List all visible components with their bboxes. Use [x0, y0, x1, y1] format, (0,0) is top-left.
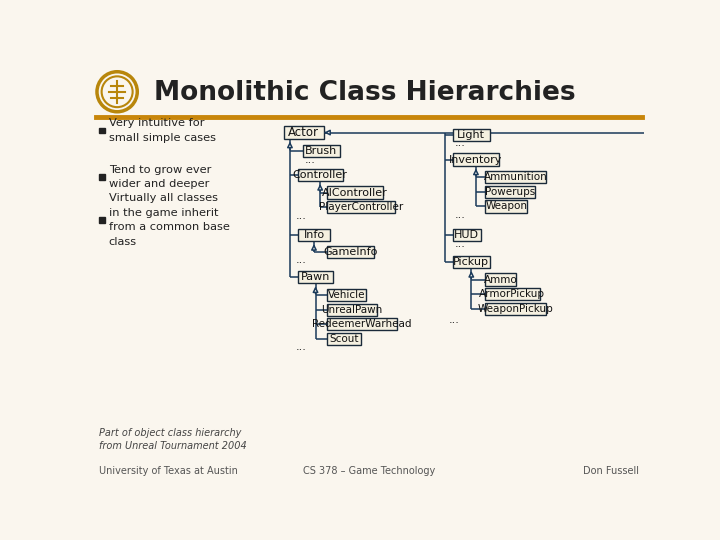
Text: Info: Info [303, 230, 325, 240]
Text: AIController: AIController [322, 187, 388, 198]
FancyBboxPatch shape [99, 174, 104, 179]
Text: Don Fussell: Don Fussell [582, 467, 639, 476]
Text: University of Texas at Austin: University of Texas at Austin [99, 467, 238, 476]
FancyBboxPatch shape [485, 171, 546, 184]
Text: Powerups: Powerups [485, 187, 535, 197]
Text: Ammunition: Ammunition [484, 172, 547, 182]
FancyBboxPatch shape [453, 256, 490, 268]
Text: ...: ... [305, 154, 315, 165]
Text: RedeemerWarhead: RedeemerWarhead [312, 319, 412, 329]
Text: Ammo: Ammo [484, 275, 518, 285]
FancyBboxPatch shape [453, 129, 490, 141]
Text: Part of object class hierarchy
from Unreal Tournament 2004: Part of object class hierarchy from Unre… [99, 428, 247, 451]
Text: Very intuitive for
small simple cases: Very intuitive for small simple cases [109, 118, 215, 143]
FancyBboxPatch shape [327, 201, 395, 213]
FancyBboxPatch shape [485, 273, 516, 286]
Text: ...: ... [454, 138, 465, 149]
Text: Weapon: Weapon [485, 201, 527, 212]
Text: Pickup: Pickup [454, 257, 490, 267]
Text: Scout: Scout [330, 334, 359, 344]
Text: ...: ... [296, 211, 307, 221]
FancyBboxPatch shape [303, 145, 340, 157]
FancyBboxPatch shape [327, 186, 383, 199]
Text: Vehicle: Vehicle [328, 290, 365, 300]
Text: WeaponPickup: WeaponPickup [477, 304, 554, 314]
Text: Monolithic Class Hierarchies: Monolithic Class Hierarchies [153, 80, 575, 106]
FancyBboxPatch shape [99, 128, 104, 133]
Text: CS 378 – Game Technology: CS 378 – Game Technology [303, 467, 435, 476]
Text: GameInfo: GameInfo [323, 247, 377, 257]
Text: Virtually all classes
in the game inherit
from a common base
class: Virtually all classes in the game inheri… [109, 193, 230, 247]
Text: Actor: Actor [289, 126, 320, 139]
FancyBboxPatch shape [485, 288, 539, 300]
FancyBboxPatch shape [327, 289, 366, 301]
FancyBboxPatch shape [327, 246, 374, 258]
Text: Controller: Controller [293, 170, 348, 180]
Text: Inventory: Inventory [449, 154, 503, 165]
Text: HUD: HUD [454, 230, 479, 240]
Text: ArmorPickup: ArmorPickup [480, 289, 545, 299]
FancyBboxPatch shape [327, 333, 361, 345]
Text: ...: ... [454, 210, 465, 220]
Text: Pawn: Pawn [301, 272, 330, 282]
FancyBboxPatch shape [485, 186, 535, 198]
FancyBboxPatch shape [453, 229, 481, 241]
Text: Brush: Brush [305, 146, 338, 156]
FancyBboxPatch shape [453, 153, 499, 166]
FancyBboxPatch shape [485, 200, 527, 213]
Text: ...: ... [454, 239, 465, 248]
Text: PlayerController: PlayerController [319, 202, 403, 212]
FancyBboxPatch shape [297, 168, 343, 181]
FancyBboxPatch shape [297, 271, 333, 284]
FancyBboxPatch shape [297, 229, 330, 241]
Text: UnrealPawn: UnrealPawn [321, 305, 382, 315]
Text: Light: Light [457, 130, 485, 140]
Text: ...: ... [296, 255, 307, 266]
Text: ...: ... [449, 315, 459, 325]
FancyBboxPatch shape [327, 318, 397, 330]
Text: Tend to grow ever
wider and deeper: Tend to grow ever wider and deeper [109, 165, 211, 189]
FancyBboxPatch shape [327, 303, 377, 316]
FancyBboxPatch shape [99, 217, 104, 222]
Text: ...: ... [296, 342, 307, 353]
FancyBboxPatch shape [284, 126, 324, 139]
FancyBboxPatch shape [485, 303, 546, 315]
